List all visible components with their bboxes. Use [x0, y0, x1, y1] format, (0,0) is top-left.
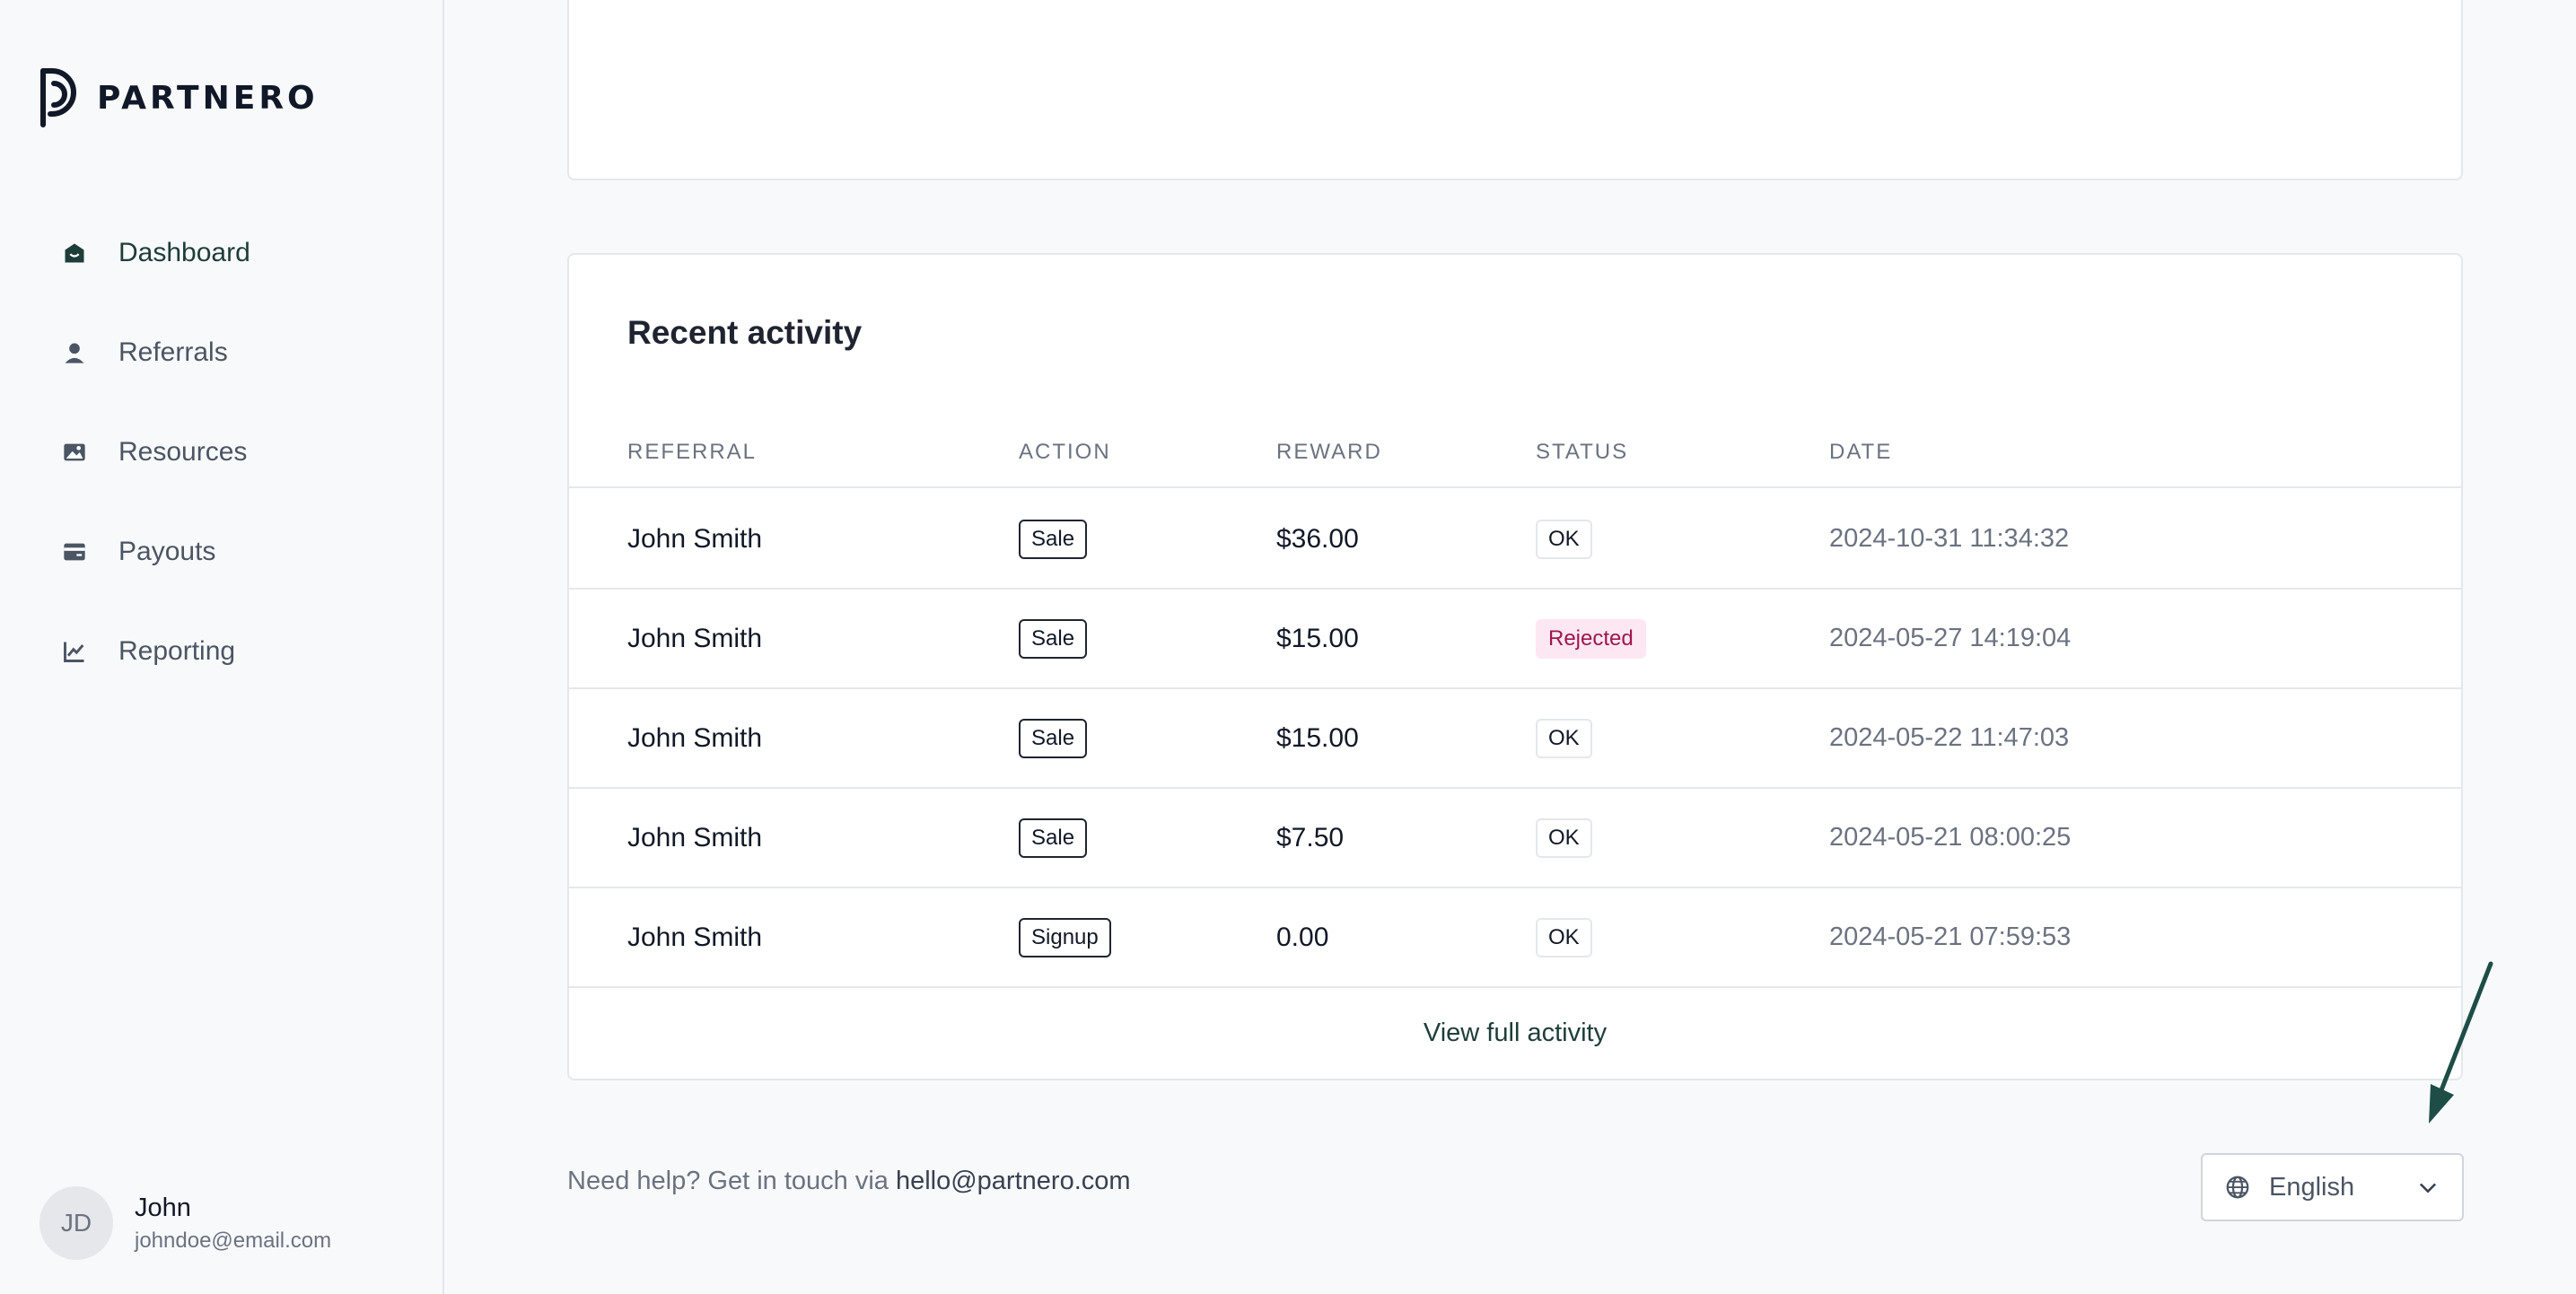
- action-tag: Sale: [1019, 519, 1088, 559]
- date-cell: 2024-05-21 07:59:53: [1829, 922, 2072, 951]
- action-cell: Sale: [1019, 590, 1088, 687]
- date-cell: 2024-10-31 11:34:32: [1829, 524, 2070, 553]
- column-header-reward: REWARD: [1276, 440, 1382, 464]
- referral-cell: John Smith: [627, 623, 763, 653]
- referral-cell: John Smith: [627, 722, 763, 753]
- status-badge: Rejected: [1536, 618, 1646, 659]
- sidebar-item-referrals[interactable]: Referrals: [61, 302, 420, 402]
- reward-cell: 0.00: [1276, 922, 1329, 952]
- user-name: John: [135, 1193, 191, 1222]
- sidebar-item-reporting[interactable]: Reporting: [61, 601, 420, 701]
- globe-icon: [2226, 1176, 2249, 1199]
- sidebar-item-payouts[interactable]: Payouts: [61, 502, 420, 601]
- table-body: John Smith Sale $36.00 OK 2024-10-31 11:…: [569, 490, 2461, 988]
- avatar: JD: [39, 1186, 113, 1260]
- recent-activity-card: Recent activity REFERRAL ACTION REWARD S…: [567, 253, 2463, 1080]
- help-text: Need help? Get in touch via hello@partne…: [567, 1167, 1131, 1196]
- card-title: Recent activity: [627, 314, 863, 351]
- table-row[interactable]: John Smith Sale $15.00 OK 2024-05-22 11:…: [569, 689, 2461, 789]
- status-cell: OK: [1536, 689, 1592, 787]
- column-header-action: ACTION: [1019, 440, 1111, 464]
- brand[interactable]: PARTNERO: [39, 66, 319, 129]
- status-cell: OK: [1536, 888, 1592, 986]
- user-profile[interactable]: JD John johndoe@email.com: [39, 1186, 331, 1260]
- user-email: johndoe@email.com: [135, 1228, 332, 1253]
- referral-cell: John Smith: [627, 523, 763, 554]
- status-cell: Rejected: [1536, 590, 1646, 687]
- sidebar-item-label: Payouts: [118, 536, 216, 566]
- reward-cell: $15.00: [1276, 722, 1359, 753]
- annotation-arrow-icon: [2429, 961, 2493, 1124]
- action-cell: Sale: [1019, 689, 1088, 787]
- sidebar-nav: Dashboard Referrals Resources Payouts: [61, 203, 420, 701]
- action-tag: Sale: [1019, 618, 1088, 659]
- top-card: [567, 0, 2463, 180]
- referral-cell: John Smith: [627, 822, 763, 852]
- date-cell: 2024-05-27 14:19:04: [1829, 624, 2072, 652]
- user-info: John johndoe@email.com: [135, 1193, 331, 1254]
- table-row[interactable]: John Smith Sale $7.50 OK 2024-05-21 08:0…: [569, 789, 2461, 888]
- table-row[interactable]: John Smith Signup 0.00 OK 2024-05-21 07:…: [569, 888, 2461, 988]
- table-row[interactable]: John Smith Sale $15.00 Rejected 2024-05-…: [569, 590, 2461, 689]
- column-header-date: DATE: [1829, 440, 1893, 464]
- column-header-referral: REFERRAL: [627, 440, 758, 464]
- person-icon: [61, 339, 88, 366]
- partnero-logo-icon: [40, 68, 76, 127]
- action-tag: Signup: [1019, 917, 1111, 957]
- reward-cell: $7.50: [1276, 822, 1345, 852]
- chevron-down-icon: [2419, 1183, 2437, 1193]
- sidebar-item-dashboard[interactable]: Dashboard: [61, 203, 420, 302]
- status-badge: OK: [1536, 519, 1592, 559]
- help-email-link[interactable]: hello@partnero.com: [895, 1167, 1131, 1195]
- card-icon: [61, 538, 88, 565]
- sidebar-item-label: Resources: [118, 436, 248, 467]
- action-cell: Signup: [1019, 888, 1111, 986]
- language-label: English: [2269, 1172, 2355, 1202]
- action-cell: Sale: [1019, 490, 1088, 588]
- chart-icon: [61, 638, 88, 665]
- status-badge: OK: [1536, 917, 1592, 957]
- sidebar-item-label: Referrals: [118, 337, 228, 367]
- brand-name: PARTNERO: [97, 79, 319, 117]
- sidebar-item-resources[interactable]: Resources: [61, 402, 420, 502]
- image-icon: [61, 439, 88, 466]
- table-header: REFERRAL ACTION REWARD STATUS DATE: [569, 434, 2461, 488]
- column-header-status: STATUS: [1536, 440, 1629, 464]
- home-icon: [61, 240, 88, 267]
- action-tag: Sale: [1019, 718, 1088, 758]
- table-row[interactable]: John Smith Sale $36.00 OK 2024-10-31 11:…: [569, 490, 2461, 590]
- help-label: Need help? Get in touch via: [567, 1167, 896, 1195]
- reward-cell: $15.00: [1276, 623, 1359, 653]
- date-cell: 2024-05-22 11:47:03: [1829, 723, 2070, 752]
- view-full-activity-link[interactable]: View full activity: [1423, 1018, 1608, 1047]
- sidebar: PARTNERO Dashboard Referrals Resources: [0, 0, 444, 1294]
- date-cell: 2024-05-21 08:00:25: [1829, 823, 2072, 852]
- status-cell: OK: [1536, 490, 1592, 588]
- action-cell: Sale: [1019, 789, 1088, 887]
- language-select[interactable]: English: [2201, 1153, 2464, 1221]
- sidebar-item-label: Reporting: [118, 635, 236, 666]
- reward-cell: $36.00: [1276, 523, 1359, 554]
- status-badge: OK: [1536, 718, 1592, 758]
- referral-cell: John Smith: [627, 922, 763, 952]
- status-badge: OK: [1536, 817, 1592, 858]
- action-tag: Sale: [1019, 817, 1088, 858]
- sidebar-item-label: Dashboard: [118, 237, 250, 267]
- status-cell: OK: [1536, 789, 1592, 887]
